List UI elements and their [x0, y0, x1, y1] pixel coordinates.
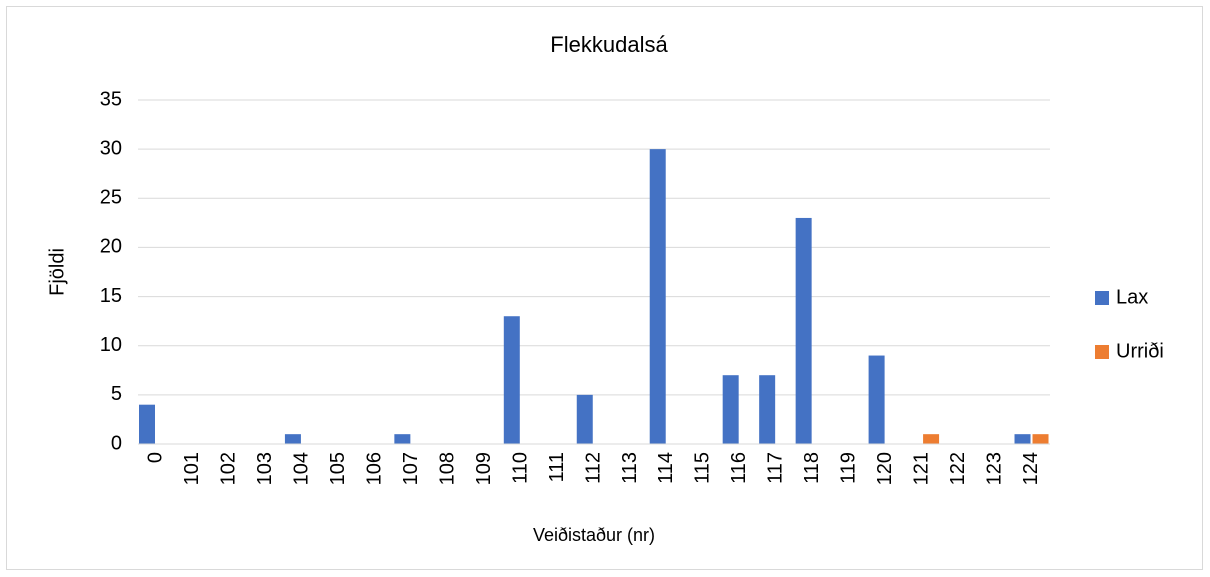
- bar: [649, 149, 666, 444]
- legend-swatch: [1095, 345, 1109, 359]
- legend-label: Lax: [1116, 286, 1148, 308]
- bar: [1014, 434, 1031, 444]
- y-tick-label: 5: [111, 383, 122, 405]
- bar: [394, 434, 411, 444]
- x-tick-label: 0: [145, 452, 167, 463]
- bar: [759, 375, 776, 444]
- x-tick-label: 109: [473, 452, 495, 485]
- y-tick-label: 10: [100, 334, 122, 356]
- x-tick-label: 115: [692, 452, 714, 484]
- legend-swatch: [1095, 291, 1109, 305]
- y-tick-label: 30: [100, 137, 122, 159]
- y-tick-label: 15: [100, 285, 122, 307]
- x-tick-label: 116: [728, 452, 750, 484]
- x-tick-label: 123: [984, 452, 1006, 485]
- y-tick-label: 25: [100, 187, 122, 209]
- x-tick-label: 122: [947, 452, 969, 485]
- x-tick-label: 117: [765, 452, 787, 484]
- bar: [139, 404, 155, 444]
- x-tick-label: 101: [181, 452, 203, 485]
- bar: [722, 375, 739, 444]
- x-tick-label: 110: [509, 452, 531, 484]
- x-tick-label: 114: [655, 452, 677, 484]
- bar: [868, 355, 885, 444]
- x-tick-label: 112: [582, 452, 604, 484]
- bar: [284, 434, 301, 444]
- x-tick-label: 124: [1020, 452, 1042, 485]
- x-axis-title: Veiðistaður (nr): [533, 525, 655, 545]
- x-tick-label: 118: [801, 452, 823, 484]
- y-tick-label: 20: [100, 236, 122, 258]
- x-tick-label: 106: [363, 452, 385, 485]
- x-tick-label: 105: [327, 452, 349, 485]
- legend-label: Urriði: [1116, 340, 1164, 362]
- bar: [795, 217, 812, 444]
- x-tick-label: 121: [911, 452, 933, 485]
- x-tick-label: 104: [290, 452, 312, 485]
- bar: [1032, 434, 1049, 444]
- y-tick-label: 35: [100, 88, 122, 110]
- x-tick-label: 120: [874, 452, 896, 485]
- y-tick-label: 0: [111, 432, 122, 454]
- bar: [503, 316, 520, 444]
- x-tick-label: 103: [254, 452, 276, 485]
- x-tick-label: 111: [546, 452, 568, 482]
- bar: [923, 434, 940, 444]
- x-tick-label: 119: [838, 452, 860, 484]
- x-tick-label: 113: [619, 452, 641, 484]
- bar: [576, 394, 593, 444]
- x-tick-label: 108: [436, 452, 458, 485]
- chart-title: Flekkudalsá: [550, 32, 668, 57]
- x-tick-label: 107: [400, 452, 422, 485]
- y-axis-title: Fjöldi: [46, 248, 68, 296]
- x-tick-label: 102: [217, 452, 239, 485]
